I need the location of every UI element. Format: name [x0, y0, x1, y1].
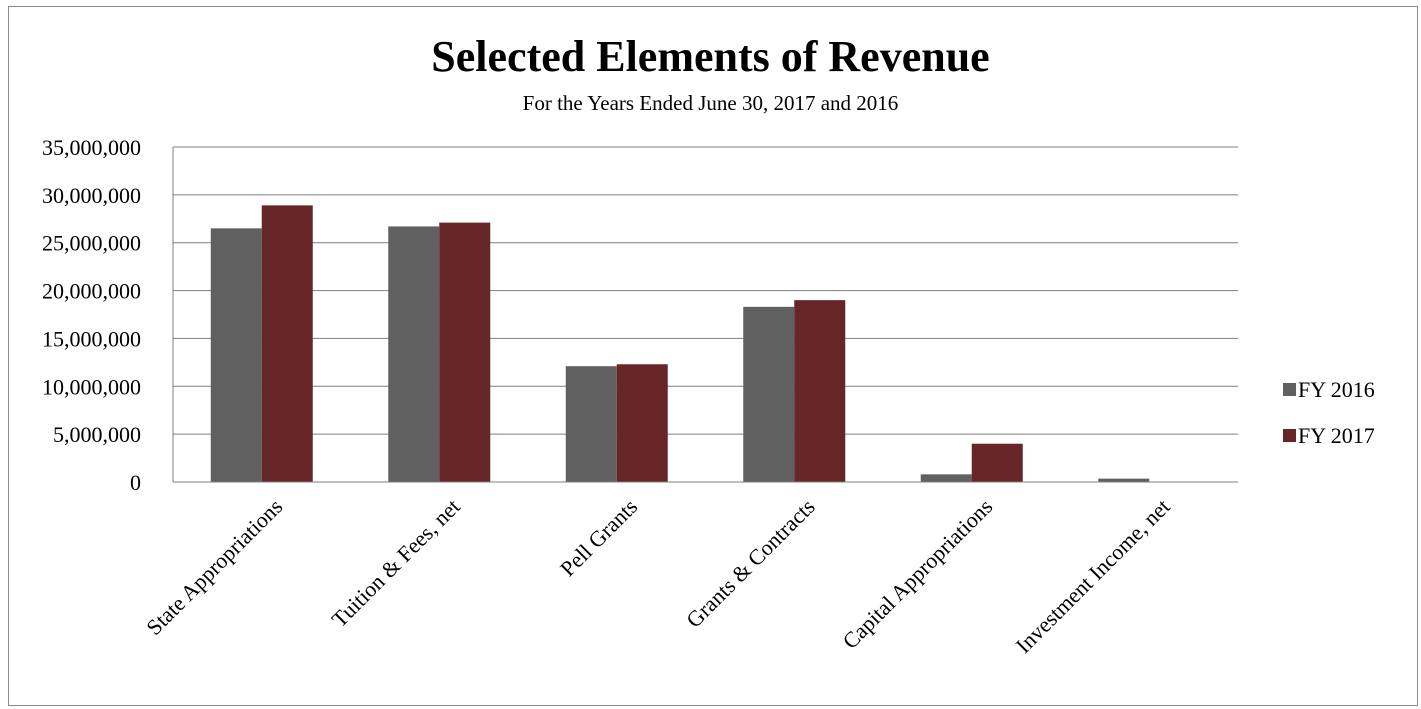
legend-swatch [1283, 429, 1296, 442]
x-axis-ticks: State Appropriations Tuition & Fees, net P… [141, 494, 1175, 658]
chart-subtitle: For the Years Ended June 30, 2017 and 20… [522, 91, 899, 115]
bars [210, 205, 1150, 482]
y-tick-label: 5,000,000 [53, 422, 141, 447]
y-axis-ticks: 0 5,000,000 10,000,000 15,000,000 20,000,000… [42, 135, 141, 495]
y-tick-label: 10,000,000 [42, 374, 141, 399]
y-tick-label: 25,000,000 [42, 231, 141, 256]
y-tick-label: 0 [130, 470, 141, 495]
x-tick-label: State Appropriations [141, 494, 287, 640]
x-axis [172, 147, 1238, 483]
bar-fy-2017 [794, 300, 846, 482]
x-tick-label: Pell Grants [555, 494, 642, 581]
y-tick-label: 15,000,000 [42, 326, 141, 351]
bar-fy-2017 [261, 205, 313, 482]
bar-fy-2016 [388, 226, 440, 482]
chart-title: Selected Elements of Revenue [431, 32, 990, 81]
y-tick-label: 20,000,000 [42, 279, 141, 304]
legend: FY 2016 FY 2017 [1283, 377, 1375, 448]
y-tick-label: 35,000,000 [42, 135, 141, 160]
y-tick-label: 30,000,000 [42, 183, 141, 208]
bar-fy-2016 [920, 474, 972, 482]
bar-fy-2016 [565, 366, 617, 482]
legend-label: FY 2017 [1298, 423, 1375, 448]
legend-swatch [1283, 383, 1296, 396]
bar-fy-2017 [616, 364, 668, 482]
x-tick-label: Capital Appropriations [837, 494, 997, 654]
x-tick-label: Investment Income, net [1011, 494, 1175, 658]
bar-fy-2016 [210, 228, 262, 482]
gridlines [173, 146, 1238, 435]
bar-fy-2017 [439, 222, 491, 482]
legend-label: FY 2016 [1298, 377, 1375, 402]
bar-fy-2016 [743, 306, 795, 482]
bar-fy-2017 [971, 443, 1023, 482]
x-tick-label: Tuition & Fees, net [327, 494, 465, 632]
bar-fy-2016 [1098, 478, 1150, 482]
x-tick-label: Grants & Contracts [681, 494, 820, 633]
